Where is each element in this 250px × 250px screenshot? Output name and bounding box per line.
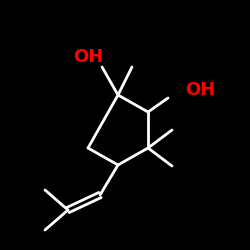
Text: OH: OH bbox=[185, 81, 215, 99]
Text: OH: OH bbox=[73, 48, 103, 66]
